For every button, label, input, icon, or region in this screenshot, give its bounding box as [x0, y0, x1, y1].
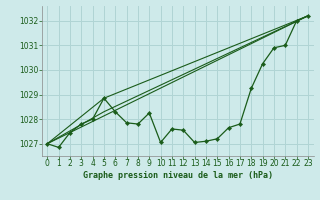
X-axis label: Graphe pression niveau de la mer (hPa): Graphe pression niveau de la mer (hPa) [83, 171, 273, 180]
